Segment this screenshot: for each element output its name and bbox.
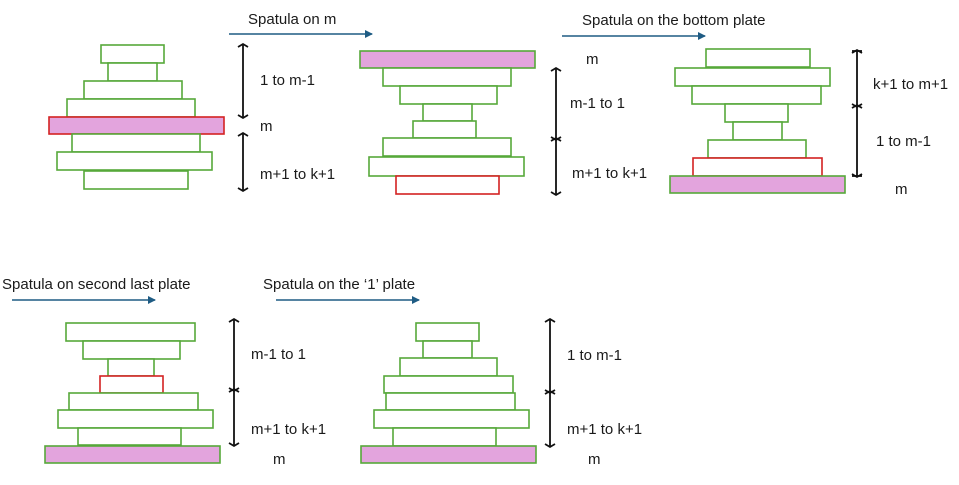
range-bracket bbox=[228, 387, 240, 448]
plate-m bbox=[360, 445, 537, 464]
range-bracket bbox=[237, 42, 249, 120]
plate bbox=[707, 139, 807, 159]
plate bbox=[83, 80, 183, 100]
group-label: m-1 to 1 bbox=[251, 346, 306, 363]
range-bracket bbox=[550, 136, 562, 197]
panel-spatula-on-bottom-plate: Spatula on the bottom plate k+1 to m+1 1… bbox=[562, 12, 948, 198]
range-bracket bbox=[544, 317, 556, 395]
plate bbox=[382, 67, 512, 87]
range-bracket bbox=[550, 66, 562, 142]
range-bracket bbox=[237, 131, 249, 193]
plate bbox=[724, 103, 789, 123]
plate-m bbox=[359, 50, 536, 69]
plate-m bbox=[48, 116, 225, 135]
plate bbox=[415, 322, 480, 342]
panel-spatula-on-plate-1: Spatula on the ‘1’ plate 1 to m-1 m+1 to… bbox=[263, 276, 642, 468]
plate bbox=[66, 98, 196, 118]
plate bbox=[71, 133, 201, 153]
group-label: m bbox=[273, 451, 286, 468]
panel-initial-stack: 1 to m-1 m m+1 to k+1 bbox=[48, 42, 335, 193]
plate bbox=[674, 67, 831, 87]
plate bbox=[382, 137, 512, 157]
plate-highlight bbox=[99, 375, 164, 394]
step-label: Spatula on m bbox=[248, 11, 336, 28]
plate bbox=[399, 85, 498, 105]
plate bbox=[422, 340, 473, 359]
range-bracket bbox=[544, 389, 556, 449]
plate bbox=[732, 121, 783, 141]
plate-stack bbox=[48, 44, 225, 190]
range-bracket bbox=[228, 317, 240, 393]
plate bbox=[57, 409, 214, 429]
plate bbox=[422, 103, 473, 122]
plate bbox=[107, 358, 155, 377]
panel-spatula-on-second-last-plate: Spatula on second last plate m-1 to 1 m+… bbox=[2, 276, 326, 468]
group-label: m bbox=[586, 51, 599, 68]
group-label: m+1 to k+1 bbox=[260, 166, 335, 183]
plate-stack bbox=[44, 322, 221, 464]
plate bbox=[82, 340, 181, 360]
plate-m bbox=[669, 175, 846, 194]
range-bracket bbox=[851, 103, 863, 179]
plate bbox=[368, 156, 525, 177]
group-label: 1 to m-1 bbox=[876, 133, 931, 150]
group-label: m+1 to k+1 bbox=[251, 421, 326, 438]
panel-spatula-on-m: Spatula on m m m-1 to 1 m+1 to k+1 bbox=[229, 11, 647, 197]
group-label: m-1 to 1 bbox=[570, 95, 625, 112]
plate bbox=[65, 322, 196, 342]
plate bbox=[399, 357, 498, 377]
plate-stack bbox=[360, 322, 537, 464]
plate bbox=[77, 427, 182, 446]
plate bbox=[412, 120, 477, 139]
step-label: Spatula on the bottom plate bbox=[582, 12, 765, 29]
plate bbox=[107, 62, 158, 82]
plate bbox=[68, 392, 199, 411]
plate-highlight bbox=[692, 157, 823, 177]
plate bbox=[385, 392, 516, 411]
group-label: k+1 to m+1 bbox=[873, 76, 948, 93]
group-label: m+1 to k+1 bbox=[572, 165, 647, 182]
group-label: m+1 to k+1 bbox=[567, 421, 642, 438]
plate bbox=[100, 44, 165, 64]
group-label: m bbox=[588, 451, 601, 468]
plate bbox=[383, 375, 514, 394]
plate bbox=[705, 48, 811, 68]
plate-m bbox=[44, 445, 221, 464]
plate bbox=[83, 170, 189, 190]
step-label: Spatula on second last plate bbox=[2, 276, 190, 293]
plate bbox=[56, 151, 213, 171]
group-label: m bbox=[260, 118, 273, 135]
plate bbox=[392, 427, 497, 447]
group-label: 1 to m-1 bbox=[567, 347, 622, 364]
plate bbox=[373, 409, 530, 429]
plate-stack bbox=[669, 48, 846, 194]
plate-stack bbox=[359, 50, 536, 195]
plate bbox=[691, 85, 822, 105]
step-label: Spatula on the ‘1’ plate bbox=[263, 276, 415, 293]
group-label: 1 to m-1 bbox=[260, 72, 315, 89]
plate-highlight bbox=[395, 175, 500, 195]
range-bracket bbox=[851, 48, 863, 109]
group-label: m bbox=[895, 181, 908, 198]
